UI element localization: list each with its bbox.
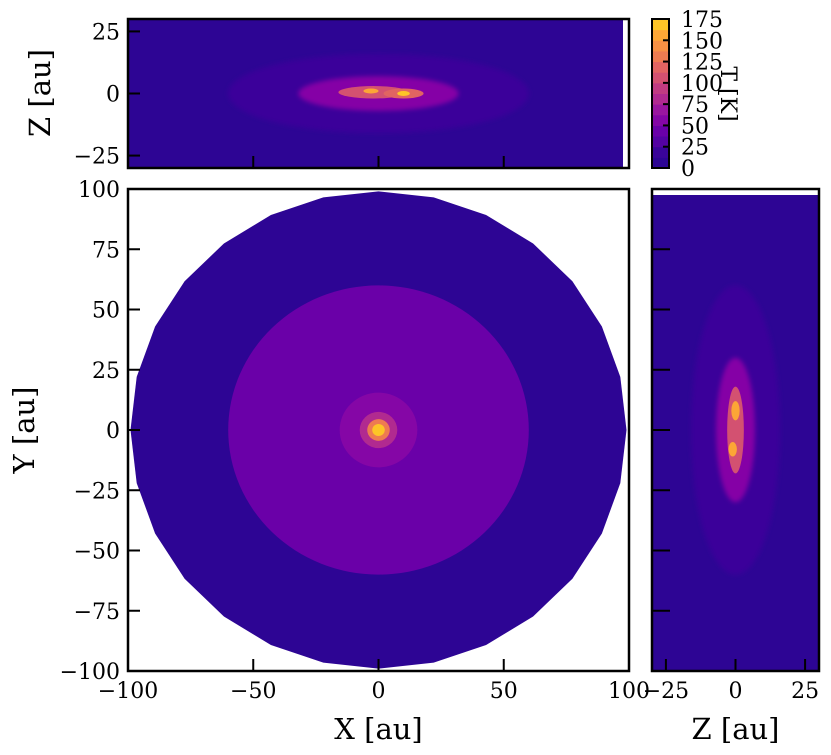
xy-ytick-label: −25 xyxy=(74,479,120,504)
xz-ytick-label: 25 xyxy=(92,20,120,45)
zy-xlabel: Z [au] xyxy=(692,712,780,746)
colorbar-band-7 xyxy=(652,82,669,94)
colorbar-tick-label: 75 xyxy=(681,93,709,118)
xy-ytick-label: −100 xyxy=(60,660,120,685)
xz-ytick-label: 0 xyxy=(106,83,120,108)
zy-xtick-label: 0 xyxy=(729,679,743,704)
colorbar-band-0 xyxy=(652,157,669,169)
xy-xtick-label: −100 xyxy=(98,679,158,704)
xz-heatmap xyxy=(128,19,623,168)
xy-ylabel: Y [au] xyxy=(7,387,41,475)
xy-ytick-label: 75 xyxy=(92,238,120,263)
xy-ytick-label: 0 xyxy=(106,419,120,444)
xy-ticks: −100 −50 0 50 100 −100 −75 −50 −25 0 25 50 75 100 xyxy=(60,178,650,704)
xy-ytick-label: 25 xyxy=(92,359,120,384)
colorbar-band-3 xyxy=(652,125,669,137)
xz-feature-5 xyxy=(397,91,410,96)
xy-ytick-label: 50 xyxy=(92,299,120,324)
xy-ytick-label: −50 xyxy=(74,540,120,565)
zy-feature-3 xyxy=(731,401,740,421)
zy-xtick-label: 25 xyxy=(791,679,819,704)
colorbar-band-10 xyxy=(652,50,669,63)
xz-ylabel: Z [au] xyxy=(23,49,57,137)
colorbar-band-11 xyxy=(652,40,669,52)
xy-xlabel: X [au] xyxy=(334,712,422,746)
xy-ytick-label: −75 xyxy=(74,600,120,625)
zy-ticks: −25 0 25 xyxy=(643,248,819,704)
colorbar-tick-label: 125 xyxy=(681,51,723,76)
colorbar-tick-label: 25 xyxy=(681,136,709,161)
xy-ring-5 xyxy=(372,423,385,437)
xz-ticks: −25 0 25 xyxy=(74,20,505,170)
colorbar-band-1 xyxy=(652,146,669,158)
xy-xtick-label: −50 xyxy=(230,679,276,704)
colorbar-tick-label: 150 xyxy=(681,29,723,54)
colorbar-band-12 xyxy=(652,29,669,41)
xy-heatmap xyxy=(130,191,627,669)
xy-xtick-label: 0 xyxy=(372,679,386,704)
xz-ytick-label: −25 xyxy=(74,145,120,170)
colorbar-band-2 xyxy=(652,136,669,148)
colorbar-band-6 xyxy=(652,93,669,105)
xy-xtick-label: 50 xyxy=(490,679,518,704)
xz-panel: −25 0 25 Z [au] xyxy=(23,17,631,170)
colorbar-tick-label: 0 xyxy=(681,157,695,182)
zy-heatmap xyxy=(652,195,819,671)
xy-ytick-label: 100 xyxy=(78,178,120,203)
xy-panel: −100 −50 0 50 100 −100 −75 −50 −25 0 25 50 75 100 X [… xyxy=(7,178,650,746)
colorbar-swatches xyxy=(652,19,669,169)
zy-feature-2 xyxy=(727,386,744,474)
colorbar-band-4 xyxy=(652,114,669,126)
xy-xtick-label: 100 xyxy=(608,679,650,704)
colorbar-tick-label: 175 xyxy=(681,8,723,33)
zy-panel: −25 0 25 Z [au] xyxy=(643,187,821,746)
colorbar-tick-label: 50 xyxy=(681,114,709,139)
colorbar-tick-label: 100 xyxy=(681,72,723,97)
zy-xtick-label: −25 xyxy=(643,679,689,704)
xz-feature-4 xyxy=(363,88,379,94)
colorbar-frame xyxy=(651,18,670,169)
colorbar-band-8 xyxy=(652,72,669,84)
colorbar-band-9 xyxy=(652,61,669,73)
colorbar-label: T [K] xyxy=(715,66,740,121)
colorbar-band-5 xyxy=(652,104,669,116)
zy-feature-4 xyxy=(728,442,737,457)
colorbar-band-13 xyxy=(652,19,669,31)
